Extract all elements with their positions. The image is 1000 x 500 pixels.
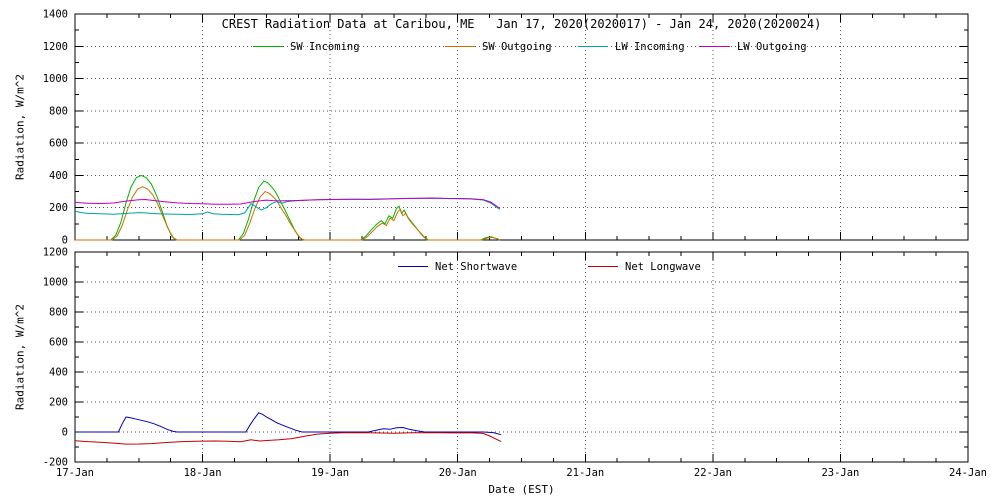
- y-tick-label: 1200: [43, 247, 68, 259]
- x-tick-label: 23-Jan: [821, 467, 859, 479]
- x-axis-label: Date (EST): [488, 483, 555, 496]
- x-tick-label: 24-Jan: [949, 467, 987, 479]
- legend-label-net-longwave: Net Longwave: [625, 261, 701, 273]
- y-tick-label: 400: [49, 367, 68, 379]
- x-tick-label: 22-Jan: [694, 467, 732, 479]
- y-tick-label: 200: [49, 202, 68, 214]
- x-tick-label: 19-Jan: [311, 467, 349, 479]
- y-tick-label: 400: [49, 170, 68, 182]
- panel-net-radiation: -200 0 200 400 600 800 1000 1200 17-Jan 18-Jan 19-…: [43, 247, 987, 480]
- y-tick-label: 1000: [43, 73, 68, 85]
- y-axis-label-bottom: Radiation, W/m^2: [13, 304, 27, 410]
- y-tick-label: 200: [49, 397, 68, 409]
- series-line-sw-outgoing: [75, 186, 501, 241]
- y-tick-label: 0: [62, 427, 68, 439]
- panel-radiation-components: 0 200 400 600 800 1000 1200 1400 SW Incoming SW O…: [43, 9, 969, 247]
- series-line-sw-incoming: [75, 174, 500, 241]
- plot-box: [74, 251, 969, 463]
- y-tick-label: 0: [62, 235, 68, 247]
- y-tick-label: 600: [49, 337, 68, 349]
- series-line-net-shortwave: [75, 412, 502, 436]
- chart-title: CREST Radiation Data at Caribou, ME Jan …: [221, 17, 822, 31]
- y-tick-label: 1200: [43, 41, 68, 53]
- series-line-lw-outgoing: [74, 197, 501, 209]
- y-tick-label: -200: [43, 457, 68, 469]
- y-tick-label: 800: [49, 105, 68, 117]
- x-tick-label: 21-Jan: [566, 467, 604, 479]
- legend-label-sw-incoming: SW Incoming: [290, 41, 360, 53]
- x-tick-label: 17-Jan: [56, 467, 94, 479]
- y-tick-label: 1400: [43, 9, 68, 21]
- y-tick-label: 800: [49, 307, 68, 319]
- y-axis-label-top: Radiation, W/m^2: [13, 74, 27, 180]
- y-tick-label: 1000: [43, 277, 68, 289]
- y-tick-label: 600: [49, 138, 68, 150]
- legend-label-net-shortwave: Net Shortwave: [435, 261, 517, 273]
- x-tick-label: 20-Jan: [439, 467, 477, 479]
- legend-label-sw-outgoing: SW Outgoing: [482, 41, 552, 53]
- series-line-net-longwave: [74, 432, 502, 445]
- x-tick-label: 18-Jan: [184, 467, 222, 479]
- legend-label-lw-outgoing: LW Outgoing: [737, 41, 807, 53]
- legend-label-lw-incoming: LW Incoming: [615, 41, 685, 53]
